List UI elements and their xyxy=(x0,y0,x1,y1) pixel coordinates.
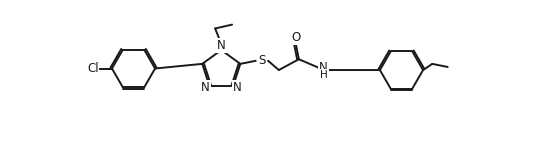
Text: S: S xyxy=(258,54,266,67)
Text: H: H xyxy=(320,70,327,80)
Text: N: N xyxy=(319,61,328,74)
Text: N: N xyxy=(232,81,241,94)
Text: Cl: Cl xyxy=(87,62,98,75)
Text: N: N xyxy=(201,81,210,94)
Text: N: N xyxy=(217,39,226,52)
Text: O: O xyxy=(291,31,300,44)
